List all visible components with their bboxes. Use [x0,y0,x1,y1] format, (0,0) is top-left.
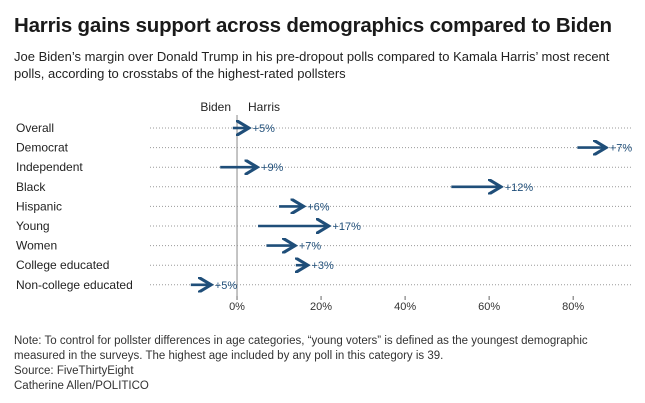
category-label: Women [16,239,57,253]
category-label: Democrat [16,141,69,155]
change-label: +12% [505,182,534,194]
x-tick-label: 40% [394,301,416,313]
change-label: +6% [307,201,330,213]
direction-label-biden: Biden [200,100,231,114]
chart-title: Harris gains support across demographics… [14,14,612,37]
category-label: Black [16,180,46,194]
source-line: Source: FiveThirtyEight [14,365,134,377]
category-label: Hispanic [16,199,62,213]
category-label: Independent [16,160,83,174]
change-label: +5% [215,280,238,292]
x-tick-label: 20% [310,301,332,313]
arrow-chart: Biden Harris Overall Democrat Independent Bla… [16,100,633,313]
chart-footer: Note: To control for pollster difference… [14,334,634,394]
direction-label-harris: Harris [248,100,280,114]
category-label: Non-college educated [16,278,133,292]
x-tick-label: 0% [229,301,245,313]
category-label: Young [16,219,50,233]
x-tick-label: 80% [562,301,584,313]
change-label: +9% [261,162,284,174]
x-tick-label: 60% [478,301,500,313]
chart-subtitle: Joe Biden’s margin over Donald Trump in … [14,49,610,81]
footnote: Note: To control for pollster difference… [14,335,588,362]
change-label: +17% [332,221,361,233]
category-label: College educated [16,258,109,272]
category-label: Overall [16,121,54,135]
change-label: +5% [253,123,276,135]
change-label: +3% [311,260,334,272]
credit-line: Catherine Allen/POLITICO [14,380,149,392]
change-label: +7% [299,241,322,253]
change-label: +7% [610,143,633,155]
